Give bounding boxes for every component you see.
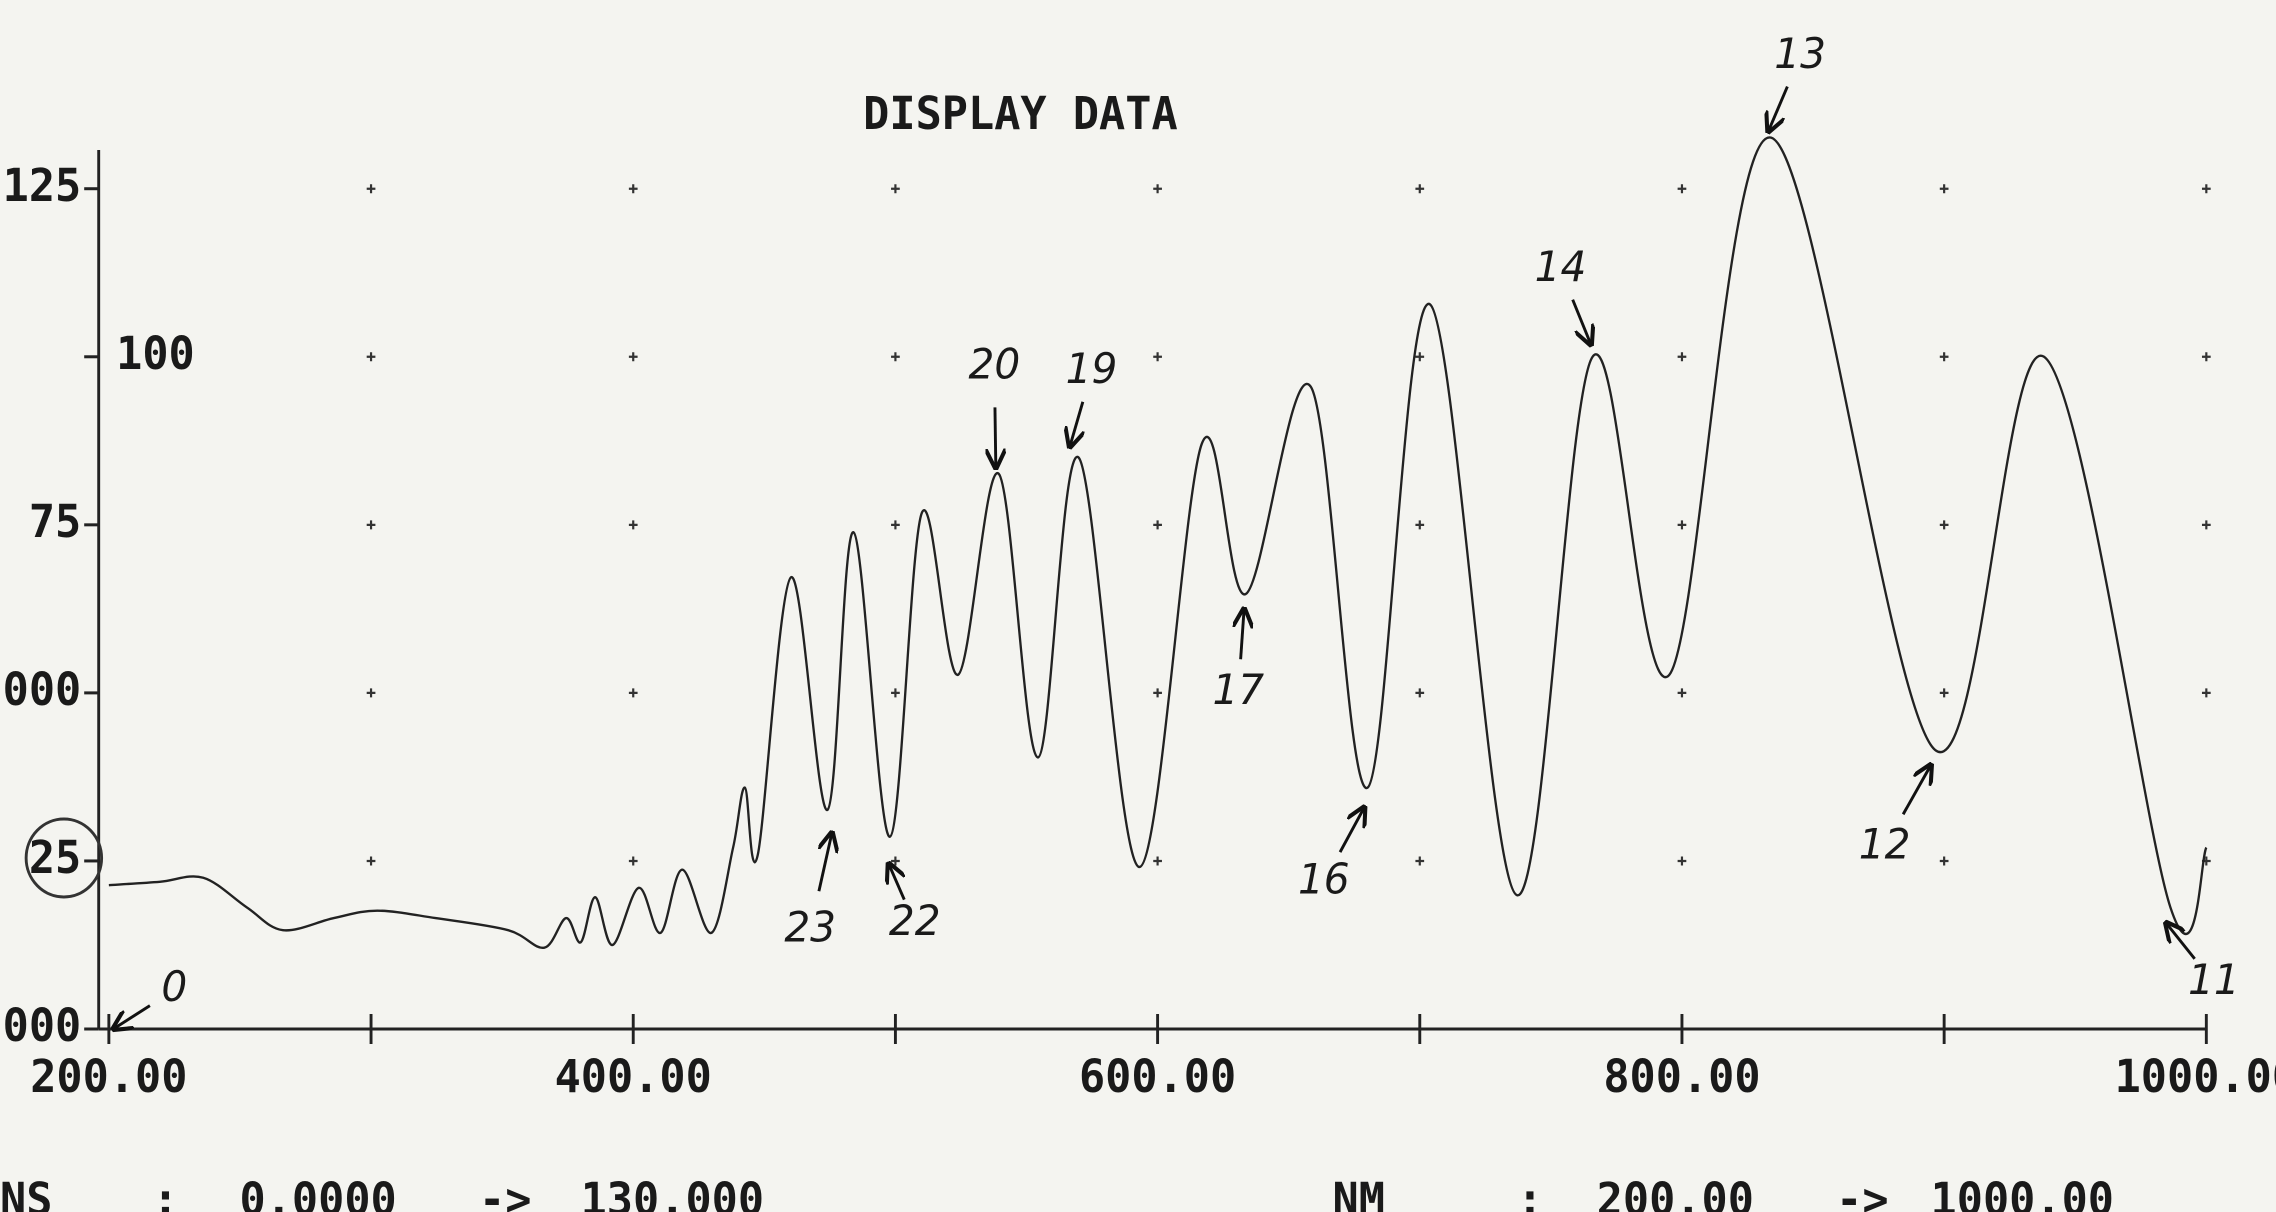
grid-dot <box>366 688 376 698</box>
grid-dot <box>2201 520 2211 530</box>
grid-dot <box>891 856 900 866</box>
footer-text: 130.000 <box>581 1175 764 1212</box>
x-tick-label: 1000.00 <box>2115 1052 2276 1104</box>
annotation-arrow <box>817 833 832 892</box>
annotation-arrow <box>995 407 996 467</box>
grid-dot <box>366 184 376 194</box>
y-tick-label: 100 <box>116 328 195 380</box>
grid-dot <box>1153 184 1162 194</box>
chart-title: DISPLAY DATA <box>863 89 1178 141</box>
y-tick-label: 000 <box>3 1001 82 1053</box>
grid-dot <box>1677 352 1687 362</box>
annotation-arrow <box>1768 85 1789 132</box>
annotation-label: 11 <box>2188 955 2240 1004</box>
grid-dot <box>2201 352 2211 362</box>
grid-dot <box>1677 856 1687 866</box>
y-tick-label: 75 <box>29 496 81 548</box>
x-tick-label: 800.00 <box>1603 1052 1760 1104</box>
grid-dot <box>1415 184 1425 194</box>
annotation-label: 23 <box>784 903 836 952</box>
grid-dot <box>2201 184 2211 194</box>
annotation-label: 19 <box>1066 344 1118 393</box>
grid-dot <box>1939 856 1949 866</box>
annotation-arrow <box>2166 923 2196 960</box>
grid-dot <box>1415 856 1425 866</box>
grid-dot <box>1939 688 1949 698</box>
grid-dot <box>628 352 638 362</box>
grid-dot <box>1153 688 1162 698</box>
footer-text: 0.0000 <box>240 1175 397 1212</box>
grid-dot <box>628 184 638 194</box>
annotation-label: 20 <box>969 340 1021 389</box>
grid-dot <box>891 688 900 698</box>
grid-dot <box>891 184 900 194</box>
grid-dot <box>1939 520 1949 530</box>
grid-dot <box>2201 688 2211 698</box>
grid-dot <box>628 688 638 698</box>
footer-text: : <box>152 1175 178 1212</box>
grid-dot <box>366 520 376 530</box>
grid-dot <box>891 520 900 530</box>
grid-dot <box>1939 352 1949 362</box>
grid-dot <box>1153 352 1162 362</box>
annotation-label: 22 <box>889 896 941 945</box>
grid-dot <box>1415 520 1425 530</box>
annotation-arrow <box>1571 299 1591 345</box>
footer-text: : <box>1517 1175 1543 1212</box>
grid-dot <box>1677 184 1687 194</box>
grid-dot <box>366 352 376 362</box>
grid-dot <box>366 856 376 866</box>
grid-dot <box>891 352 900 362</box>
y-tick-label: 125 <box>3 160 82 212</box>
grid-dot <box>628 520 638 530</box>
annotation-arrow <box>1070 401 1083 447</box>
annotation-label: 16 <box>1298 855 1350 904</box>
footer: NS : 0.0000 -> 130.000 NM : 200.00 -> 10… <box>0 1175 2114 1212</box>
grid-dot <box>1677 520 1687 530</box>
grid-dot <box>1415 688 1425 698</box>
grid-dot <box>628 856 638 866</box>
footer-text: -> <box>1836 1175 1888 1212</box>
footer-text: -> <box>479 1175 531 1212</box>
annotation-label: 14 <box>1535 242 1587 291</box>
annotation-label: 12 <box>1859 820 1911 869</box>
annotation-label: 13 <box>1774 29 1826 78</box>
annotation-label: 17 <box>1212 665 1264 714</box>
x-tick-label: 200.00 <box>30 1052 187 1104</box>
annotation-label: 0 <box>161 963 187 1012</box>
grid-dot <box>1677 688 1687 698</box>
annotation-arrow <box>113 1004 151 1029</box>
annotation-arrow <box>889 864 906 901</box>
x-tick-label: 400.00 <box>555 1052 712 1104</box>
footer-text: 200.00 <box>1597 1175 1754 1212</box>
y-tick-label: 000 <box>3 664 82 716</box>
punch-hole <box>24 817 104 899</box>
spectrum-line <box>108 136 2208 949</box>
grid-dot <box>1939 184 1949 194</box>
grid-dot <box>1415 352 1425 362</box>
y-tick-label: 25 <box>29 832 81 884</box>
footer-text: NS <box>0 1175 52 1212</box>
annotation-arrow <box>1338 807 1364 853</box>
grid-dot <box>1153 856 1162 866</box>
x-tick-label: 600.00 <box>1079 1052 1236 1104</box>
footer-text: NM <box>1333 1175 1385 1212</box>
annotation-arrow <box>1241 609 1244 660</box>
footer-text: 1000.00 <box>1931 1175 2114 1212</box>
annotation-arrow <box>1901 765 1931 816</box>
grid-dot <box>1153 520 1162 530</box>
